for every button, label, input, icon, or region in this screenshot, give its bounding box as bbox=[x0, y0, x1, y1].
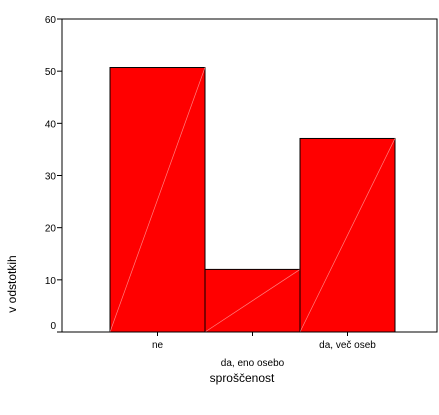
y-tick-label-60: 60 bbox=[45, 15, 57, 26]
y-tick-label-30: 30 bbox=[45, 172, 57, 183]
bar-diagonal-2 bbox=[299, 138, 396, 333]
bar-diagonal-0 bbox=[109, 67, 206, 333]
y-tick-label-40: 40 bbox=[45, 119, 57, 130]
bar-diagonal-1 bbox=[204, 269, 301, 333]
y-tick-label-0: 0 bbox=[50, 321, 56, 332]
y-tick-label-50: 50 bbox=[45, 67, 57, 78]
plot-area bbox=[109, 67, 396, 333]
x-tick-label-1: da, eno osebo bbox=[221, 358, 285, 369]
axes: 0 10 20 30 40 50 60 ne da, eno osebo da, več oseb bbox=[45, 15, 438, 369]
y-tick-label-10: 10 bbox=[45, 276, 57, 287]
x-tick-label-2: da, več oseb bbox=[319, 340, 376, 351]
y-axis-label: v odstotkih bbox=[5, 255, 19, 312]
x-axis-label: sproščenost bbox=[210, 371, 275, 385]
y-tick-label-20: 20 bbox=[45, 224, 57, 235]
x-tick-label-0: ne bbox=[152, 340, 164, 351]
